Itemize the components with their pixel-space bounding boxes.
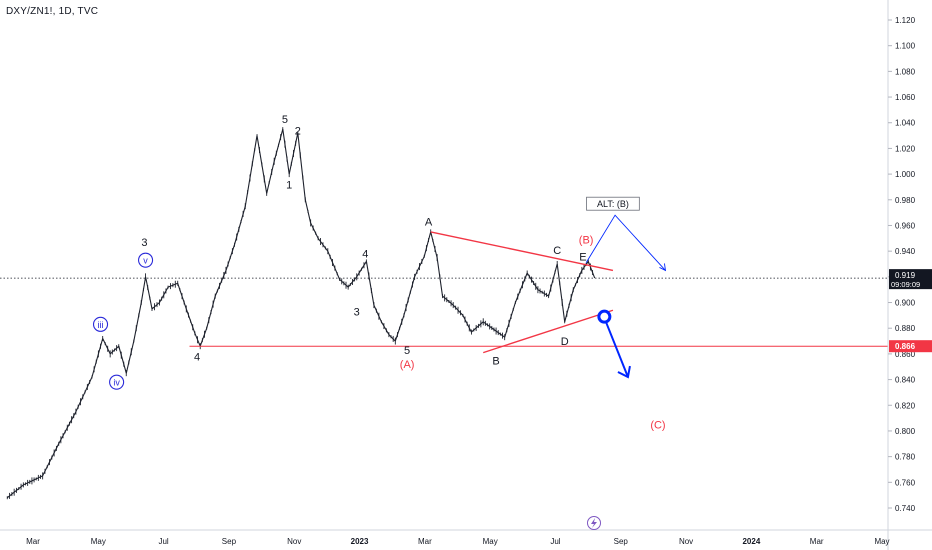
wave-label: iv: [113, 378, 120, 388]
wave-label: 4: [362, 249, 368, 261]
last-price-badge: [889, 269, 932, 290]
support-price-value: 0.866: [895, 342, 916, 351]
y-tick-label: 0.880: [895, 324, 916, 333]
support-price-badge: [889, 340, 932, 353]
price-axis: 1.120 1.100 1.080 1.060 1.040 1.020 1.000 0.980…: [887, 0, 932, 550]
alt-label-box: [586, 196, 640, 211]
wave-label: 3: [354, 307, 360, 319]
y-tick-label: 0.820: [895, 401, 916, 410]
chart-title: DXY/ZN1!, 1D, TVC: [6, 6, 99, 17]
wave-circle: [109, 374, 125, 390]
y-tick-label: 1.020: [895, 144, 916, 153]
time-axis: Mar May Jul Sep Nov 2023 Mar May Jul Sep Nov 2024 Ma…: [0, 516, 932, 546]
x-tick-label: May: [874, 537, 889, 546]
y-tick-label: 0.960: [895, 221, 916, 230]
main-projection-arrow: [603, 317, 629, 378]
y-tick-label: 0.860: [895, 350, 916, 359]
wave-label: v: [143, 256, 148, 266]
y-tick-label: 0.800: [895, 427, 916, 436]
x-tick-label: Nov: [287, 537, 301, 546]
price-series: [6, 127, 596, 500]
price-line: [6, 129, 596, 499]
alt-projection-path: [585, 214, 666, 271]
x-tick-label: Nov: [679, 537, 693, 546]
wave-label: 5: [282, 114, 288, 126]
x-tick-label: Mar: [418, 537, 432, 546]
wave-label: 3: [141, 237, 147, 249]
last-price-value: 0.919: [895, 271, 916, 280]
x-tick-label: May: [483, 537, 498, 546]
wave-label: 2: [295, 125, 301, 137]
wave-label: 5: [404, 345, 410, 357]
drawn-lines: [0, 214, 888, 379]
x-tick-label: Sep: [614, 537, 629, 546]
wave-label: D: [561, 336, 569, 348]
y-tick-label: 0.780: [895, 453, 916, 462]
x-tick-label: 2024: [742, 537, 760, 546]
x-tick-label: Jul: [158, 537, 168, 546]
x-tick-label: Jul: [550, 537, 560, 546]
main-projection-arrowhead: [617, 365, 631, 379]
y-tick-label: 0.980: [895, 196, 916, 205]
wave-label: 1: [286, 179, 292, 191]
wave-label: B: [492, 355, 499, 367]
triangle-trendline: [430, 231, 614, 272]
wave-label: A: [425, 217, 433, 229]
triangle-trendline: [483, 309, 614, 354]
wave-label: (B): [579, 235, 594, 247]
wave-label: 4: [194, 351, 200, 363]
x-tick-label: 2023: [351, 537, 369, 546]
wave-label: (A): [400, 359, 415, 371]
x-tick-label: Mar: [26, 537, 40, 546]
alt-projection-arrowhead: [659, 263, 667, 272]
wave-label: ALT: (B): [597, 199, 629, 209]
y-tick-label: 0.840: [895, 376, 916, 385]
bolt-icon: [591, 518, 597, 528]
x-tick-label: Sep: [222, 537, 237, 546]
y-tick-label: 1.060: [895, 93, 916, 102]
y-tick-label: 0.760: [895, 478, 916, 487]
projection-marker: [597, 309, 612, 324]
y-tick-label: 1.000: [895, 170, 916, 179]
y-tick-label: 0.740: [895, 504, 916, 513]
y-tick-label: 1.100: [895, 42, 916, 51]
wave-label: iii: [98, 320, 104, 330]
wave-label: E: [579, 251, 586, 263]
y-tick-label: 0.940: [895, 247, 916, 256]
y-tick-label: 1.040: [895, 119, 916, 128]
wave-circle: [138, 252, 154, 268]
x-tick-label: May: [91, 537, 106, 546]
y-tick-label: 1.120: [895, 16, 916, 25]
y-tick-label: 1.080: [895, 67, 916, 76]
wave-circle: [92, 316, 109, 332]
x-tick-label: Mar: [810, 537, 824, 546]
last-price-time: 09:09:09: [891, 280, 920, 289]
wave-label: C: [553, 245, 561, 257]
wave-label: (C): [650, 420, 665, 432]
y-tick-label: 0.900: [895, 299, 916, 308]
